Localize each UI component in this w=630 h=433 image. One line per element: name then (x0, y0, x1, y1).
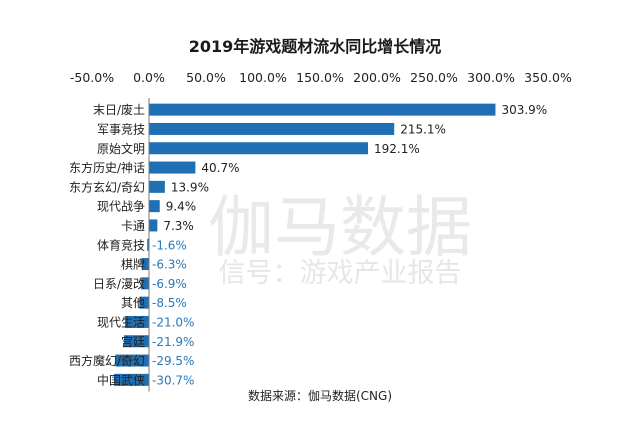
bar (149, 122, 395, 135)
category-label: 东方玄幻/奇幻 (69, 179, 145, 194)
bar (149, 180, 165, 193)
x-axis-ticks: -50.0% 0.0% 50.0% 100.0% 150.0% 200.0% 250.0% 3… (70, 70, 572, 85)
x-tick-label: 50.0% (186, 70, 226, 85)
chart-title: 2019年游戏题材流水同比增长情况 (189, 37, 442, 56)
data-label: 9.4% (166, 200, 197, 214)
x-tick-label: 350.0% (524, 70, 572, 85)
bar (139, 296, 149, 309)
category-label: 体育竞技 (97, 237, 145, 252)
category-label: 棋牌 (121, 258, 145, 272)
data-label: -1.6% (152, 238, 187, 252)
category-label: 现代战争 (97, 200, 145, 214)
category-label: 东方历史/神话 (69, 160, 145, 175)
category-label: 中国武侠 (97, 372, 145, 387)
category-label: 其他 (121, 296, 145, 310)
category-label: 卡通 (121, 219, 145, 233)
data-label: 40.7% (201, 161, 239, 175)
bar (149, 219, 158, 232)
category-label: 原始文明 (97, 141, 145, 156)
data-label: -21.9% (152, 335, 194, 349)
bar (149, 142, 368, 155)
x-tick-label: 200.0% (353, 70, 401, 85)
x-tick-label: 100.0% (239, 70, 287, 85)
data-label: -6.3% (152, 258, 187, 272)
bar (141, 277, 149, 290)
bar (115, 354, 149, 367)
watermark-brand: 伽马数据 (208, 189, 472, 266)
bar (141, 258, 149, 271)
data-label: 7.3% (163, 219, 194, 233)
data-label: -30.7% (152, 373, 194, 387)
x-tick-label: 250.0% (410, 70, 458, 85)
data-label: 192.1% (374, 142, 420, 156)
data-labels: 303.9% 215.1% 192.1% 40.7% 13.9% 9.4% 7.3% -1.6… (152, 103, 547, 387)
x-tick-label: -50.0% (70, 70, 114, 85)
source-note: 数据来源：伽马数据(CNG) (248, 388, 392, 403)
x-tick-label: 150.0% (296, 70, 344, 85)
data-label: -6.9% (152, 277, 187, 291)
category-label: 军事竞技 (97, 122, 145, 136)
category-label: 现代生活 (97, 315, 145, 329)
bar (149, 200, 160, 213)
bars-group (114, 103, 496, 386)
x-tick-label: 300.0% (467, 70, 515, 85)
data-label: 215.1% (400, 122, 446, 136)
data-label: -29.5% (152, 354, 194, 368)
category-label: 末日/废土 (93, 102, 145, 117)
bar (114, 373, 149, 386)
watermark-account: 信号：游戏产业报告 (219, 258, 462, 289)
data-label: -21.0% (152, 315, 194, 329)
bar (149, 103, 496, 116)
category-label: 西方魔幻/奇幻 (69, 353, 145, 368)
category-label: 宫廷 (121, 334, 145, 349)
data-label: 303.9% (501, 103, 547, 117)
x-tick-label: 0.0% (133, 70, 165, 85)
category-labels: 末日/废土军事竞技原始文明东方历史/神话东方玄幻/奇幻现代战争卡通体育竞技棋牌日… (69, 102, 145, 387)
data-label: -8.5% (152, 296, 187, 310)
data-label: 13.9% (171, 180, 209, 194)
bar (147, 238, 149, 251)
category-label: 日系/漫改 (93, 277, 145, 291)
bar (149, 161, 196, 174)
bar (125, 315, 149, 328)
bar (124, 335, 149, 348)
